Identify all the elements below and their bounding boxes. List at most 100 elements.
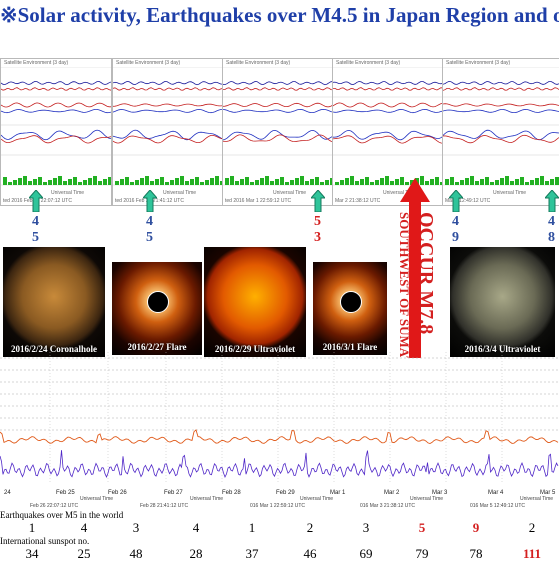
sunspots-value: 37 [245, 546, 259, 561]
panel-header: Satellite Environment (3 day) [446, 60, 511, 66]
occulter-disk [147, 291, 169, 314]
axis-label: Universal Time [190, 496, 223, 502]
xray-trace [0, 429, 559, 444]
sunspots-value: 25 [77, 546, 91, 561]
earthquakes-value: 1 [28, 520, 36, 535]
panel-sub: Universal Time [51, 190, 85, 196]
sunspots-value: 79 [415, 546, 429, 561]
announcement-line1: SOUTHWEST OF SUMATRA [397, 212, 412, 358]
earthquakes-value: 3 [362, 520, 370, 535]
satellite-panel: Satellite Environment (3 day) Mar 2 21:38… [332, 58, 444, 206]
green-arrow-icon [143, 190, 157, 212]
date-tick-label: Feb 26 [108, 490, 127, 496]
update-timestamp: Feb 28 21:41:12 UTC [140, 503, 188, 508]
date-tick-label: Mar 4 [488, 490, 504, 496]
announcement-line2: OCCUR M7.8 [415, 212, 437, 334]
panel-plot [223, 67, 333, 186]
date-tick-label: Mar 1 [330, 490, 346, 496]
arrow-bottom-number: 9 [452, 230, 459, 245]
panel-footer: ted 2016 Mar 1 22:59:12 UTC [225, 198, 292, 204]
sunspots-value: 46 [303, 546, 317, 561]
solar-image: 2016/2/24 Coronalhole [3, 247, 105, 357]
arrow-top-number: 4 [32, 214, 39, 229]
sumatra-announcement: SOUTHWEST OF SUMATRA OCCUR M7.8 [386, 208, 446, 384]
arrow-bottom-number: 5 [146, 230, 153, 245]
arrow-top-number: 4 [452, 214, 459, 229]
update-timestamp: 016 Mar 5 12:49:12 UTC [470, 503, 525, 508]
solar-image: 2016/3/4 Ultraviolet [450, 247, 555, 357]
axis-label: Universal Time [520, 496, 553, 502]
arrow-bottom-number: 8 [548, 230, 555, 245]
date-tick-label: Feb 28 [222, 490, 241, 496]
update-timestamp: 016 Mar 1 22:59:12 UTC [250, 503, 305, 508]
earthquakes-label: Earthquakes over M5 in the world [0, 510, 124, 520]
arrow-bottom-number: 3 [314, 230, 321, 245]
sunspots-value: 111 [522, 546, 542, 561]
earthquakes-value: 3 [132, 520, 140, 535]
arrow-top-number: 4 [146, 214, 153, 229]
earthquakes-value: 2 [306, 520, 314, 535]
green-arrow-icon [449, 190, 463, 212]
thumb-caption: 2016/2/27 Flare [127, 342, 187, 352]
arrow-top-number: 5 [314, 214, 321, 229]
panel-header: Satellite Environment (3 day) [336, 60, 401, 66]
axis-label: Universal Time [410, 496, 443, 502]
earthquakes-value: 1 [248, 520, 256, 535]
panel-header: Satellite Environment (3 day) [116, 60, 181, 66]
earthquakes-value: 9 [472, 520, 480, 535]
update-timestamp: 016 Mar 3 21:38:12 UTC [360, 503, 415, 508]
earthquakes-value: 5 [418, 520, 426, 535]
panel-sub: Universal Time [383, 190, 417, 196]
satellite-panel: Satellite Environment (3 day) ted 2016 Ma… [222, 58, 334, 206]
big-red-arrow-icon [400, 178, 430, 358]
date-tick-label: 24 [4, 490, 11, 496]
green-arrow-icon [311, 190, 325, 212]
panel-plot [1, 67, 111, 186]
sunspots-value: 69 [359, 546, 373, 561]
panel-plot [113, 67, 223, 186]
satellite-panel: Satellite Environment (3 day) Mar 5 12:49… [442, 58, 559, 206]
date-tick-label: Feb 29 [276, 490, 295, 496]
arrow-bottom-number: 5 [32, 230, 39, 245]
sunspots-label: International sunspot no. [0, 536, 90, 546]
thumb-caption: 2016/2/29 Ultraviolet [214, 344, 296, 354]
satellite-panel: Satellite Environment (3 day) ted 2016 Fe… [0, 58, 112, 206]
axis-label: Universal Time [300, 496, 333, 502]
axis-label: Universal Time [80, 496, 113, 502]
thumb-caption: 2016/2/24 Coronalhole [10, 344, 98, 354]
date-tick-label: Mar 3 [432, 490, 448, 496]
date-tick-label: Mar 2 [384, 490, 400, 496]
green-arrow-icon [545, 190, 559, 212]
earthquakes-value: 4 [192, 520, 200, 535]
page-title: ※Solar activity, Earthquakes over M4.5 i… [0, 3, 559, 27]
date-tick-label: Feb 27 [164, 490, 183, 496]
date-tick-label: Feb 25 [56, 490, 75, 496]
sunspots-value: 28 [189, 546, 203, 561]
earthquakes-value: 4 [80, 520, 88, 535]
solar-image: 2016/2/29 Ultraviolet [204, 247, 306, 357]
update-timestamp: Feb 26 22:07:12 UTC [30, 503, 78, 508]
thumb-caption: 2016/3/4 Ultraviolet [464, 344, 541, 354]
panel-plot [443, 67, 559, 186]
bottom-chart: 24 Feb 25 Feb 26 Feb 27 Feb 28 Feb 29 Mar 1 Mar… [0, 352, 559, 508]
sunspots-value: 78 [469, 546, 483, 561]
panel-footer: Mar 5 12:49:12 UTC [445, 198, 491, 204]
panel-sub: Universal Time [273, 190, 307, 196]
panel-sub: Universal Time [163, 190, 197, 196]
panel-header: Satellite Environment (3 day) [226, 60, 291, 66]
solar-image: 2016/2/27 Flare [112, 262, 202, 355]
earthquakes-value: 2 [528, 520, 536, 535]
sunspots-value: 48 [129, 546, 143, 561]
sunspots-value: 34 [25, 546, 39, 561]
proton-trace [0, 450, 559, 479]
panel-sub: Universal Time [493, 190, 527, 196]
panel-footer: Mar 2 21:38:12 UTC [335, 198, 381, 204]
satellite-panel: Satellite Environment (3 day) ted 2016 Fe… [112, 58, 224, 206]
green-arrow-icon [29, 190, 43, 212]
panel-header: Satellite Environment (3 day) [4, 60, 69, 66]
occulter-disk [340, 291, 362, 314]
date-tick-label: Mar 5 [540, 490, 556, 496]
thumb-caption: 2016/3/1 Flare [322, 342, 378, 352]
solar-image: 2016/3/1 Flare [313, 262, 387, 355]
arrow-top-number: 4 [548, 214, 555, 229]
